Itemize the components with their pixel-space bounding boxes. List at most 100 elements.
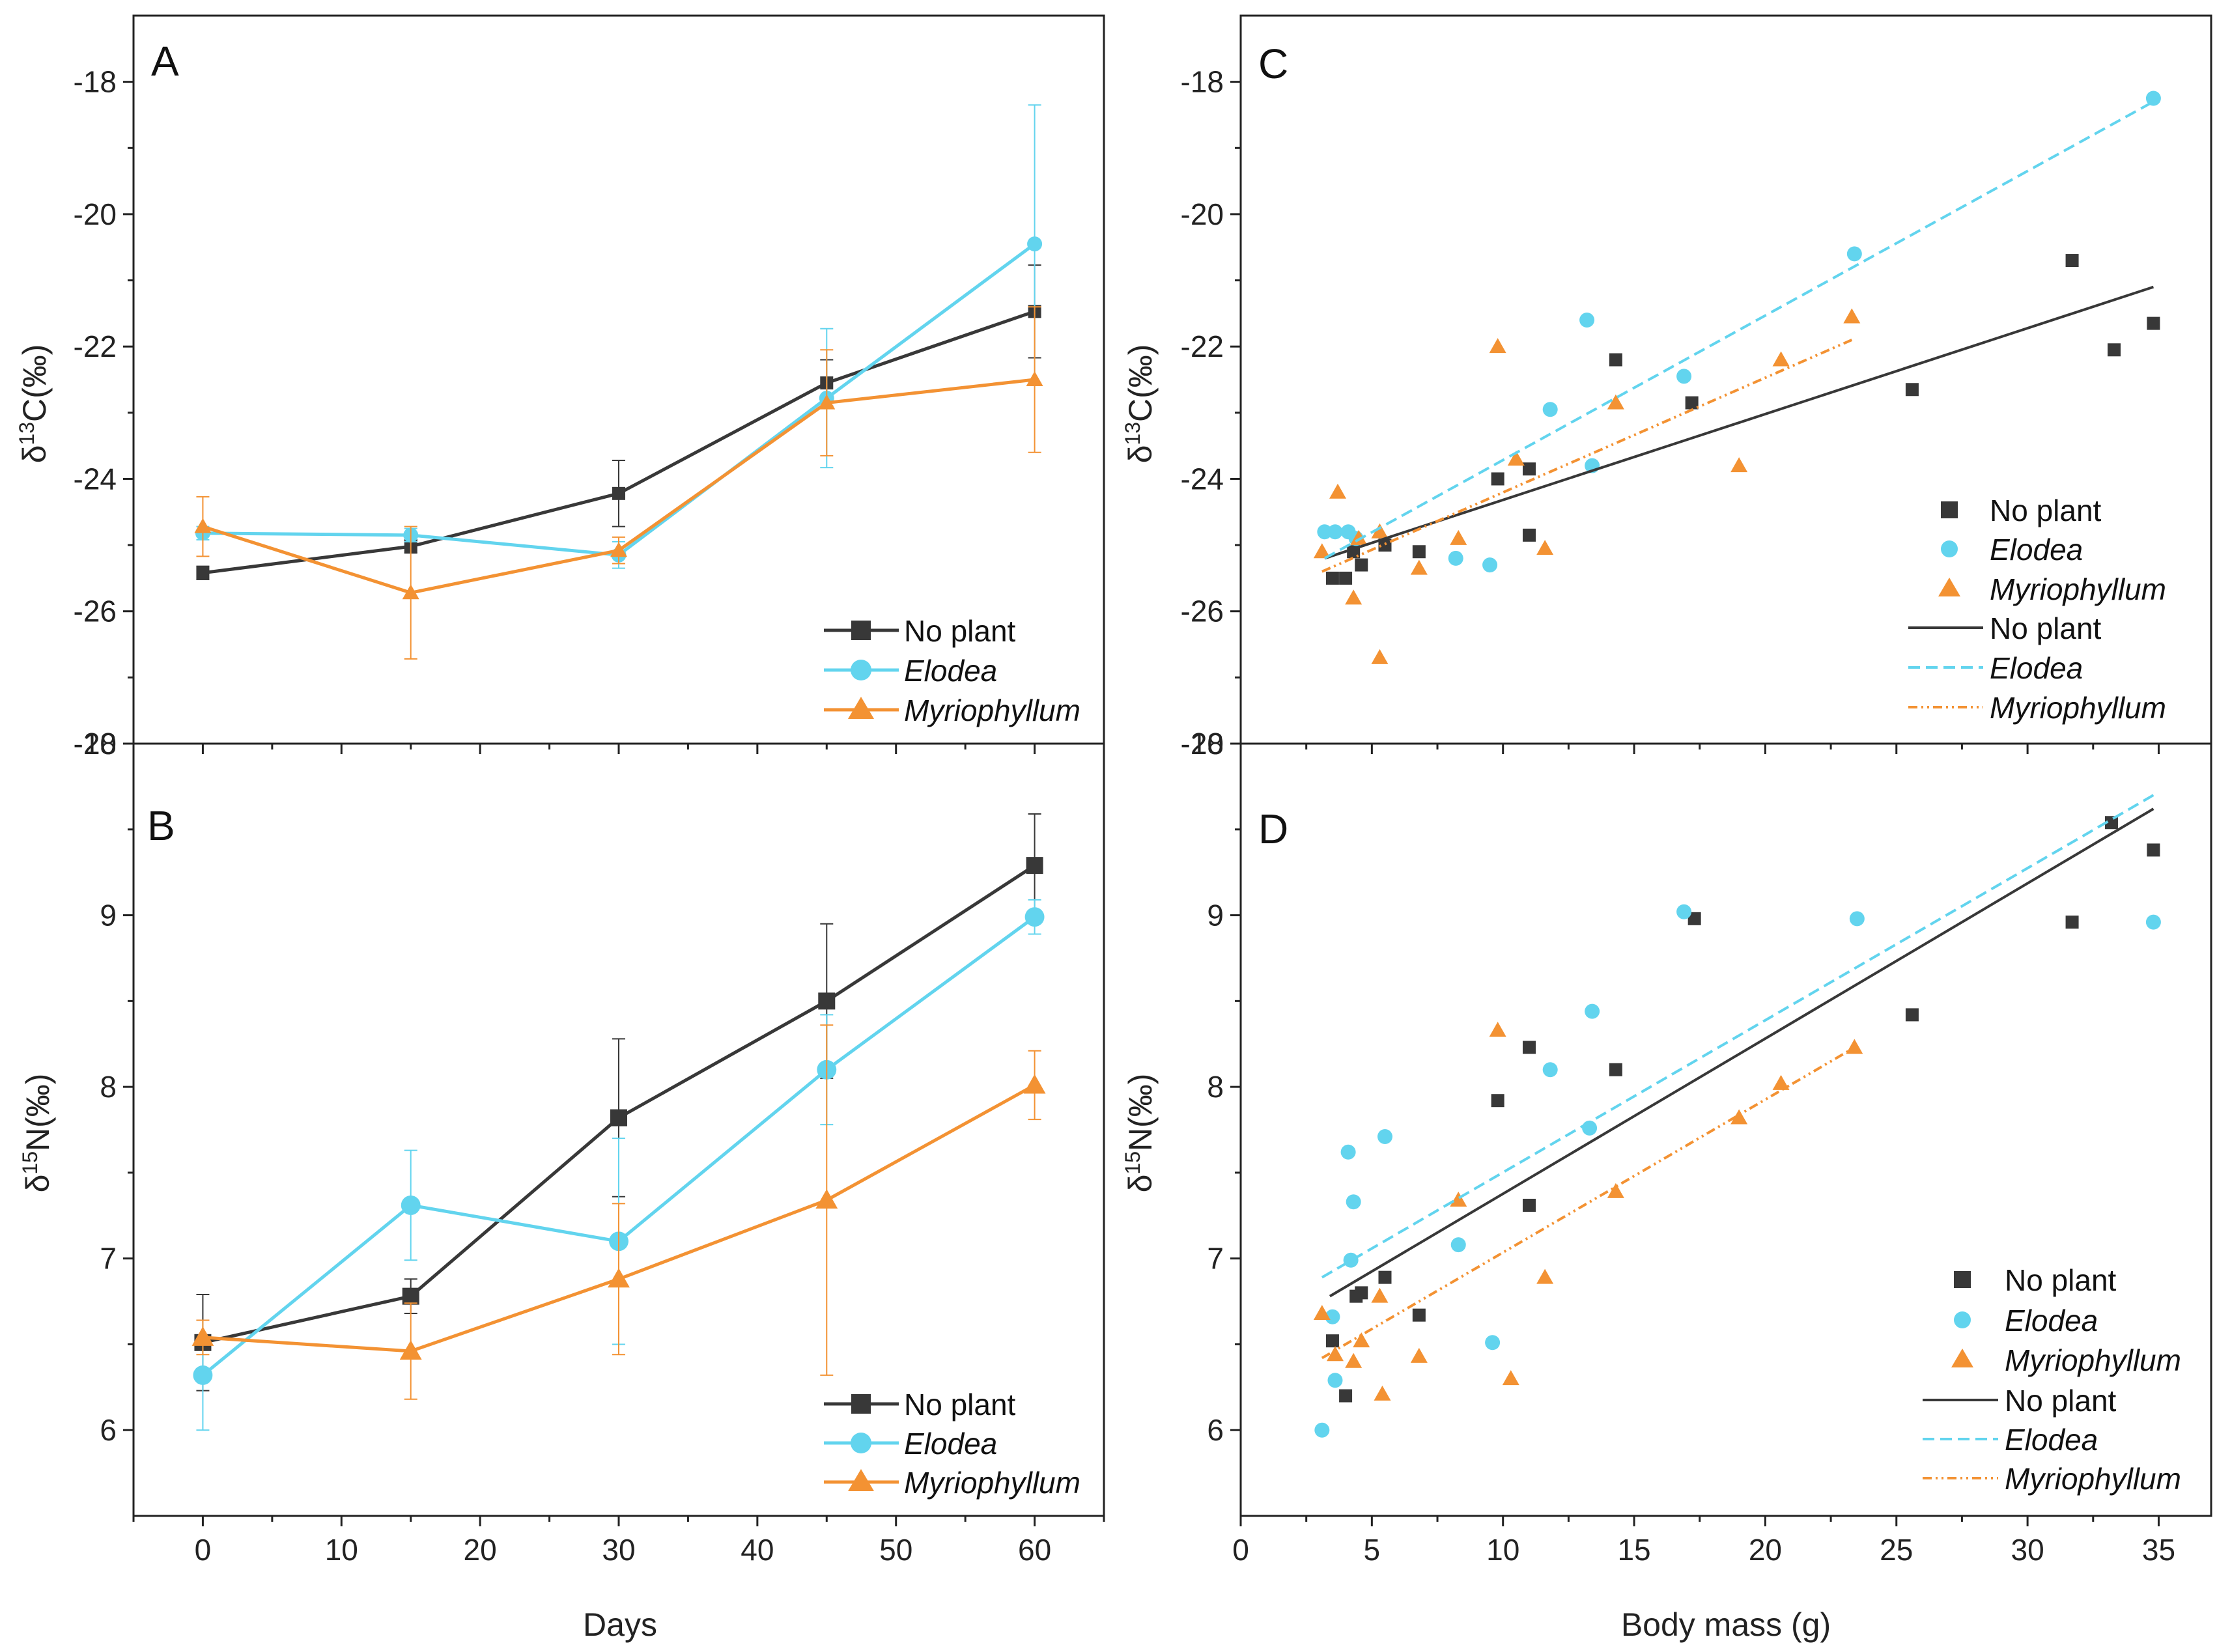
x-tick-label: 10: [1486, 1533, 1519, 1567]
data-point: [1374, 1385, 1391, 1401]
data-point: [1378, 1270, 1392, 1284]
y-tick-label: -18: [74, 65, 117, 99]
fit-line: [1321, 339, 1853, 573]
panel-c-ylabel: δ13C(‰): [1121, 344, 1159, 464]
data-point: [1772, 1074, 1790, 1090]
data-point: [1676, 904, 1692, 919]
data-point: [1846, 1039, 1863, 1054]
panel-d: D 6 7 8 9 10 0 5 10 15 20 25 30 35 δ15N(‰) Body mass…: [1121, 727, 2212, 1643]
data-point: [1327, 1373, 1343, 1388]
legend-triangle-marker: [1938, 578, 1960, 596]
data-point: [399, 1340, 422, 1360]
legend-triangle-marker: [848, 697, 874, 719]
data-point: [1355, 1286, 1368, 1300]
data-point: [193, 1365, 213, 1385]
data-point: [2145, 914, 2161, 930]
legend-label: Elodea: [2005, 1304, 2098, 1337]
y-tick-label: 10: [1191, 727, 1224, 761]
legend-label: No plant: [2005, 1384, 2117, 1418]
panel-a-letter: A: [151, 38, 179, 85]
legend-circle-marker: [851, 660, 871, 680]
legend-label: Elodea: [1990, 651, 2083, 685]
data-point: [194, 518, 212, 533]
y-tick-label: -26: [74, 595, 117, 628]
legend-label: Elodea: [904, 654, 997, 688]
legend-label: No plant: [904, 614, 1016, 648]
legend-label: No plant: [1990, 494, 2102, 527]
data-point: [1325, 571, 1339, 585]
x-tick-label: 0: [1232, 1533, 1249, 1567]
data-point: [1317, 524, 1333, 540]
data-point: [1340, 1144, 1356, 1160]
panel-a-legend: No plant Elodea Myriophyllum: [824, 614, 1080, 727]
y-tick-label: 8: [1207, 1070, 1224, 1104]
legend-square-marker: [1941, 501, 1958, 518]
data-point: [1326, 1346, 1344, 1362]
panel-c: C -28 -26 -24 -22 -20 -18 δ13C(‰) No plant El…: [1121, 14, 2212, 761]
panel-b-ticks: 6 7 8 9 10 0 10 20 30 40 50 60: [83, 727, 1105, 1567]
y-tick-label: 7: [1207, 1242, 1224, 1276]
data-point: [818, 992, 836, 1010]
legend-square-marker: [851, 621, 871, 640]
fit-line: [1329, 807, 2154, 1298]
panel-d-ylabel: δ15N(‰): [1121, 1074, 1159, 1193]
panel-b-ylabel-super: 15: [18, 1151, 42, 1175]
y-tick-label: -28: [1181, 727, 1224, 761]
x-tick-label: 35: [2142, 1533, 2175, 1567]
panel-c-ylabel-super: 13: [1121, 422, 1144, 445]
data-point: [1450, 1237, 1466, 1253]
panel-d-ticks: 6 7 8 9 10 0 5 10 15 20 25 30 35: [1191, 727, 2175, 1567]
data-point: [2065, 916, 2079, 929]
y-tick-label: 10: [83, 727, 117, 761]
panel-b-legend: No plant Elodea Myriophyllum: [824, 1388, 1080, 1500]
data-point: [1687, 912, 1701, 925]
data-point: [1410, 1347, 1428, 1363]
panel-b-ylabel-main: N(‰): [20, 1074, 56, 1151]
panel-c-series: [1313, 91, 2161, 664]
data-point: [1378, 539, 1392, 552]
data-point: [1313, 543, 1331, 559]
data-point: [2104, 816, 2118, 830]
x-tick-label: 50: [879, 1533, 912, 1567]
x-tick-label: 60: [1018, 1533, 1051, 1567]
data-point: [1329, 483, 1346, 499]
x-tick-label: 20: [1749, 1533, 1782, 1567]
panel-a-ylabel-super: 13: [15, 422, 38, 445]
legend-circle-marker: [1954, 1311, 1971, 1328]
data-point: [1507, 450, 1525, 466]
data-point: [1339, 571, 1353, 585]
data-point: [1345, 1352, 1363, 1368]
data-point: [191, 1326, 214, 1346]
y-tick-label: -28: [74, 727, 117, 761]
data-point: [1685, 396, 1699, 410]
data-point: [1448, 550, 1463, 566]
data-point: [1522, 528, 1536, 542]
data-point: [1026, 371, 1043, 386]
panel-d-legend: No plant Elodea Myriophyllum No plant El…: [1923, 1263, 2181, 1496]
y-tick-label: -18: [1181, 65, 1224, 99]
y-tick-label: 7: [100, 1242, 117, 1276]
data-point: [402, 584, 419, 600]
legend-label: Elodea: [904, 1427, 997, 1461]
data-point: [1846, 246, 1862, 262]
y-tick-label: -22: [74, 329, 117, 363]
panel-a-ylabel: δ13C(‰): [15, 344, 53, 464]
legend-label: Myriophyllum: [904, 1466, 1080, 1500]
data-point: [1371, 649, 1389, 664]
data-point: [1026, 857, 1043, 875]
legend-triangle-marker: [1951, 1349, 1973, 1367]
panel-a-ylabel-main: C(‰): [16, 344, 53, 422]
legend-label: Myriophyllum: [1990, 572, 2166, 606]
data-point: [1371, 1287, 1389, 1303]
legend-label: Elodea: [1990, 533, 2083, 567]
legend-label: No plant: [904, 1388, 1016, 1421]
y-tick-label: 8: [100, 1070, 117, 1104]
data-point: [1730, 457, 1748, 473]
data-point: [1482, 557, 1498, 573]
data-point: [1345, 589, 1363, 605]
y-tick-label: 6: [1207, 1413, 1224, 1447]
data-point: [1730, 1109, 1748, 1125]
panel-b: B 6 7 8 9 10 0 10 20 30 40 50 60 δ15N(‰) Days No pl…: [18, 727, 1105, 1643]
y-tick-label: -20: [1181, 197, 1224, 231]
data-point: [2065, 254, 2079, 268]
